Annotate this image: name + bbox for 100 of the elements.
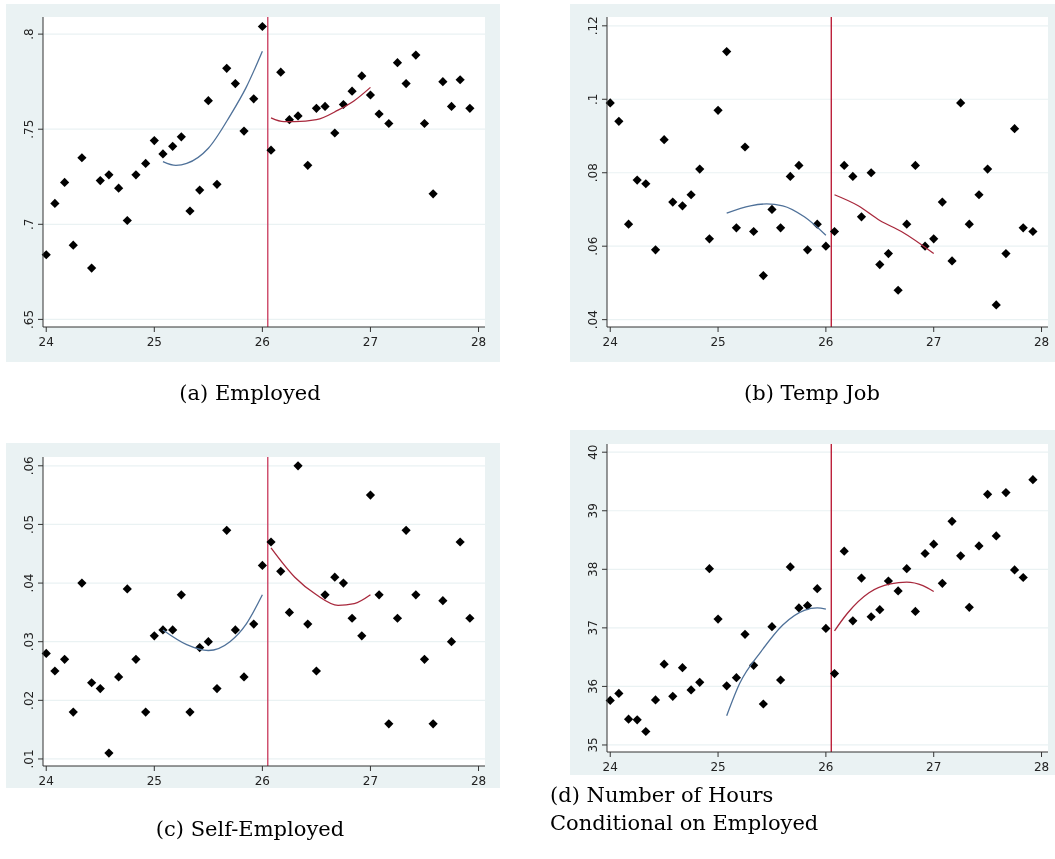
point bbox=[632, 175, 642, 185]
y-tick-label: 39 bbox=[586, 503, 600, 519]
point bbox=[320, 590, 330, 600]
point bbox=[947, 516, 957, 526]
point bbox=[686, 190, 696, 200]
point bbox=[920, 548, 930, 559]
point bbox=[455, 75, 465, 85]
point bbox=[276, 566, 286, 576]
point bbox=[1028, 475, 1038, 485]
point bbox=[347, 86, 357, 96]
point bbox=[257, 560, 267, 571]
point bbox=[411, 50, 421, 60]
point bbox=[875, 605, 885, 615]
point bbox=[419, 654, 430, 664]
point bbox=[50, 666, 60, 676]
point bbox=[1028, 226, 1038, 237]
x-tick-label: 25 bbox=[710, 760, 726, 774]
point bbox=[749, 226, 759, 237]
point bbox=[947, 256, 957, 266]
point bbox=[203, 637, 213, 647]
point bbox=[677, 663, 688, 673]
point bbox=[623, 714, 634, 724]
point bbox=[446, 101, 457, 111]
point bbox=[650, 695, 661, 705]
point bbox=[929, 234, 939, 244]
point bbox=[185, 206, 195, 216]
point bbox=[357, 71, 367, 81]
y-tick-label: .06 bbox=[22, 456, 36, 476]
y-tick-label: 38 bbox=[586, 561, 600, 577]
point bbox=[428, 719, 438, 729]
point bbox=[168, 141, 178, 151]
point bbox=[257, 21, 267, 32]
point bbox=[114, 672, 124, 682]
y-tick-label: .04 bbox=[586, 310, 600, 330]
point bbox=[802, 245, 813, 255]
point bbox=[114, 183, 124, 193]
point bbox=[50, 198, 60, 208]
x-tick-label: 24 bbox=[38, 774, 54, 788]
point bbox=[131, 170, 141, 180]
point bbox=[821, 623, 831, 634]
point bbox=[222, 525, 232, 535]
y-tick-label: .02 bbox=[22, 690, 36, 710]
y-tick-label: .06 bbox=[586, 236, 600, 256]
y-tick-label: .8 bbox=[22, 28, 36, 40]
point bbox=[695, 677, 705, 687]
point bbox=[438, 596, 448, 606]
x-tick-label: 25 bbox=[146, 774, 162, 788]
point bbox=[168, 625, 178, 635]
point bbox=[812, 584, 822, 594]
point bbox=[668, 197, 678, 207]
point bbox=[893, 586, 903, 596]
point bbox=[392, 613, 403, 623]
point bbox=[632, 715, 642, 725]
point bbox=[95, 684, 105, 694]
point bbox=[767, 622, 777, 632]
point bbox=[176, 132, 186, 142]
point bbox=[794, 160, 804, 170]
point bbox=[848, 171, 858, 182]
line-series bbox=[162, 50, 264, 166]
y-tick-label: .75 bbox=[22, 119, 36, 139]
point bbox=[983, 489, 993, 499]
point bbox=[641, 179, 651, 189]
point bbox=[311, 666, 322, 676]
point bbox=[284, 607, 294, 617]
point bbox=[195, 185, 205, 195]
point bbox=[77, 153, 87, 163]
point bbox=[713, 614, 723, 624]
point bbox=[303, 160, 313, 170]
point bbox=[104, 748, 114, 758]
point bbox=[641, 726, 651, 737]
y-tick-label: .08 bbox=[586, 163, 600, 183]
point bbox=[848, 616, 858, 626]
point bbox=[365, 490, 376, 500]
point bbox=[249, 94, 259, 104]
point bbox=[41, 250, 51, 260]
point bbox=[956, 551, 966, 561]
point bbox=[249, 619, 259, 629]
point bbox=[910, 160, 920, 170]
point bbox=[87, 678, 97, 688]
x-tick-label: 26 bbox=[818, 335, 834, 349]
point bbox=[384, 719, 394, 729]
x-tick-label: 28 bbox=[1033, 760, 1050, 774]
y-tick-label: 36 bbox=[586, 678, 600, 695]
point bbox=[428, 189, 438, 199]
point bbox=[185, 707, 195, 717]
point bbox=[392, 58, 403, 68]
point bbox=[149, 631, 159, 641]
point bbox=[758, 699, 768, 709]
point bbox=[829, 226, 840, 237]
point bbox=[176, 590, 186, 600]
point bbox=[974, 190, 984, 200]
line-series bbox=[270, 86, 372, 123]
y-tick-label: .01 bbox=[22, 749, 36, 769]
point bbox=[158, 149, 168, 159]
point bbox=[856, 212, 867, 222]
x-tick-label: 27 bbox=[362, 335, 379, 349]
point bbox=[983, 164, 993, 174]
point bbox=[821, 241, 831, 251]
point bbox=[937, 197, 947, 207]
y-tick-label: .12 bbox=[586, 16, 600, 36]
